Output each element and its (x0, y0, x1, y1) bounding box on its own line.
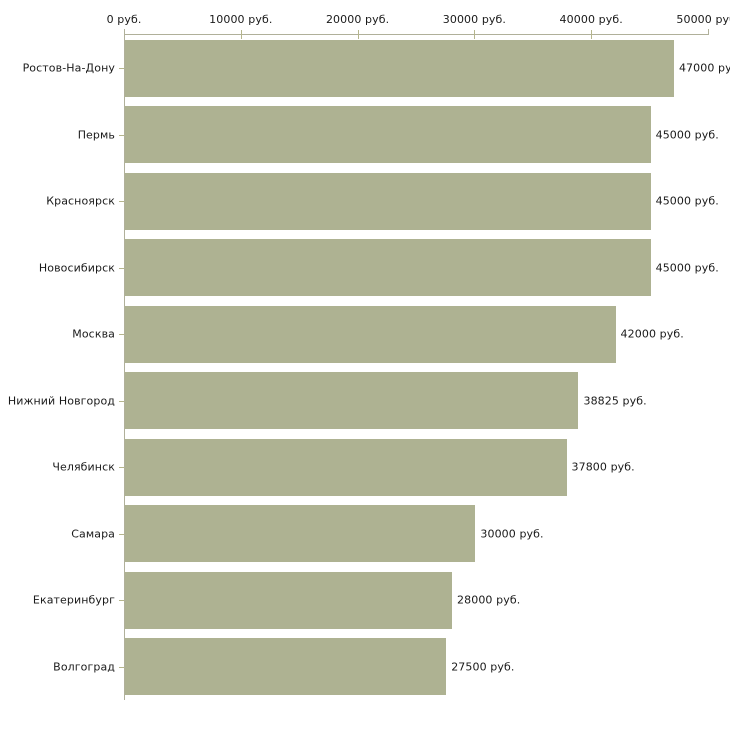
category-axis-label: Пермь (77, 128, 115, 142)
value-axis-tick-mark (240, 30, 242, 39)
category-axis-tick-mark (119, 334, 124, 336)
bar-value-label: 37800 руб. (571, 460, 635, 474)
category-axis-tick-mark (119, 68, 124, 70)
category-axis-line (124, 35, 125, 700)
value-axis-tick-mark (591, 30, 593, 39)
category-axis-label: Москва (72, 327, 115, 341)
bar-row[interactable] (0, 239, 730, 297)
bar[interactable] (125, 172, 651, 230)
bar-row[interactable] (0, 638, 730, 696)
category-axis-label: Нижний Новгород (7, 394, 115, 408)
bar[interactable] (125, 39, 674, 97)
category-axis-tick-mark (119, 467, 124, 469)
bar[interactable] (125, 372, 579, 430)
bar-value-label: 27500 руб. (451, 660, 515, 674)
value-axis-tick-label: 10000 руб. (209, 13, 273, 26)
category-axis-label: Новосибирск (38, 261, 115, 275)
bar-row[interactable] (0, 438, 730, 496)
category-axis-tick-mark (119, 600, 124, 602)
value-axis-tick-mark (474, 30, 476, 39)
value-axis-end-cap (708, 29, 709, 35)
bar-row[interactable] (0, 505, 730, 563)
value-axis-end-cap (124, 29, 125, 35)
bar-value-label: 47000 руб (678, 61, 730, 75)
bar[interactable] (125, 638, 447, 696)
category-axis-tick-mark (119, 201, 124, 203)
category-axis-label: Челябинск (52, 460, 115, 474)
bar-row[interactable] (0, 571, 730, 629)
value-axis-line (124, 34, 708, 35)
bar-row[interactable] (0, 39, 730, 97)
bar-value-label: 28000 руб. (457, 593, 521, 607)
bar-value-label: 38825 руб. (583, 394, 647, 408)
value-axis-tick-label: 40000 руб. (559, 13, 623, 26)
category-axis-label: Ростов-На-Дону (22, 61, 115, 75)
value-axis-tick-mark (357, 30, 359, 39)
bar-row[interactable] (0, 106, 730, 164)
category-axis-label: Самара (71, 527, 115, 541)
bar[interactable] (125, 438, 567, 496)
category-axis-label: Красноярск (46, 194, 115, 208)
bar[interactable] (125, 571, 453, 629)
value-axis-tick-label: 0 руб. (106, 13, 142, 26)
bar-value-label: 30000 руб. (480, 527, 544, 541)
value-axis-tick-label: 20000 руб. (325, 13, 390, 26)
bar[interactable] (125, 505, 476, 563)
bar-value-label: 45000 руб. (655, 128, 719, 142)
category-axis-tick-mark (119, 134, 124, 136)
bar-value-label: 45000 руб. (655, 194, 719, 208)
category-axis-label: Екатеринбург (32, 593, 115, 607)
value-axis-tick-label: 50000 руб. (676, 13, 730, 26)
category-axis-tick-mark (119, 267, 124, 269)
category-axis-tick-mark (119, 400, 124, 402)
bar-row[interactable] (0, 305, 730, 363)
bar-value-label: 42000 руб. (620, 327, 684, 341)
value-axis-tick-label: 30000 руб. (442, 13, 507, 26)
category-axis-tick-mark (119, 666, 124, 668)
bar-row[interactable] (0, 172, 730, 230)
bar[interactable] (125, 239, 651, 297)
category-axis-tick-mark (119, 533, 124, 535)
category-axis-label: Волгоград (53, 660, 115, 674)
bar[interactable] (125, 305, 616, 363)
bar-row[interactable] (0, 372, 730, 430)
bar-value-label: 45000 руб. (655, 261, 719, 275)
bar[interactable] (125, 106, 651, 164)
